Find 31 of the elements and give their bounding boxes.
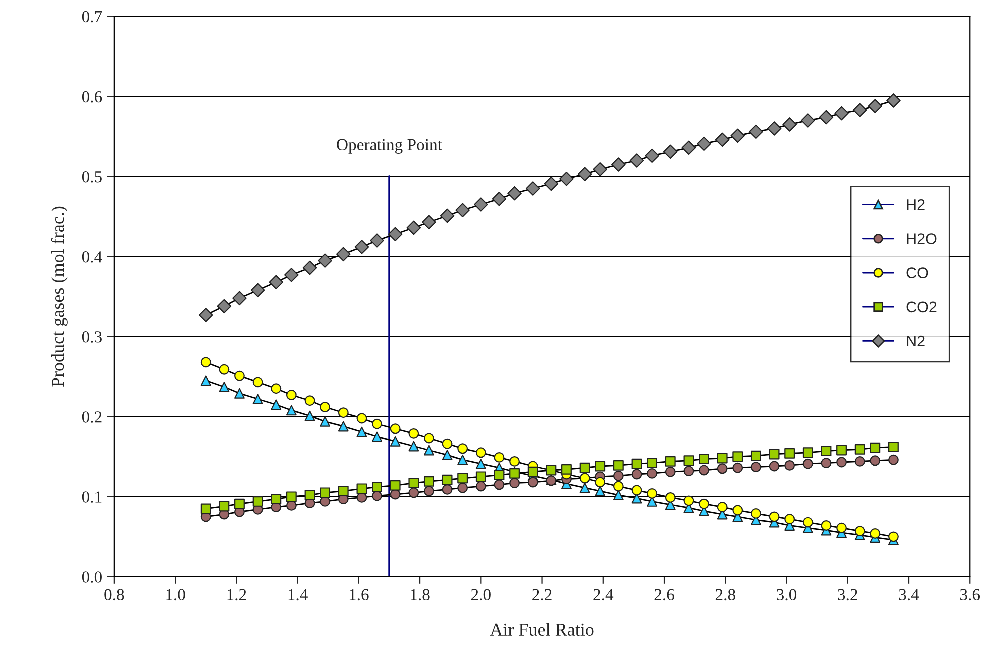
x-tick-label: 0.8 [104,589,124,601]
x-axis-title: Air Fuel Ratio [490,623,594,636]
ref-line-label: Operating Point [337,139,442,154]
y-tick-label: 0.2 [82,412,102,423]
y-tick-label: 0.5 [82,171,102,183]
legend-label: CO [906,268,928,279]
legend-label: H2 [907,199,925,210]
legend-label: CO2 [906,302,937,313]
y-tick-label: 0.7 [82,11,102,23]
x-tick-label: 2.2 [532,589,552,601]
y-tick-label: 0.4 [82,251,102,263]
y-tick-label: 0.3 [82,332,102,343]
x-tick-label: 2.8 [716,589,736,601]
y-axis-title: Product gases (mol frac.) [51,206,68,388]
x-tick-label: 1.4 [288,589,308,601]
y-tick-label: 0.1 [82,492,102,503]
x-tick-label: 1.2 [228,589,246,601]
x-tick-label: 3.2 [838,589,858,601]
x-tick-label: 1.0 [166,589,186,601]
legend-label: N2 [907,336,925,347]
legend-label: H2O [907,234,937,244]
x-tick-label: 3.0 [777,589,797,601]
x-tick-label: 2.0 [471,589,491,601]
x-tick-label: 1.8 [411,589,430,601]
y-tick-label: 0.6 [82,91,102,103]
x-tick-label: 3.6 [960,589,980,601]
x-tick-label: 1.6 [350,589,369,601]
x-tick-label: 2.4 [594,589,614,601]
y-tick-label: 0.0 [82,572,102,583]
x-tick-label: 3.4 [899,589,920,601]
x-tick-label: 2.6 [654,589,674,601]
